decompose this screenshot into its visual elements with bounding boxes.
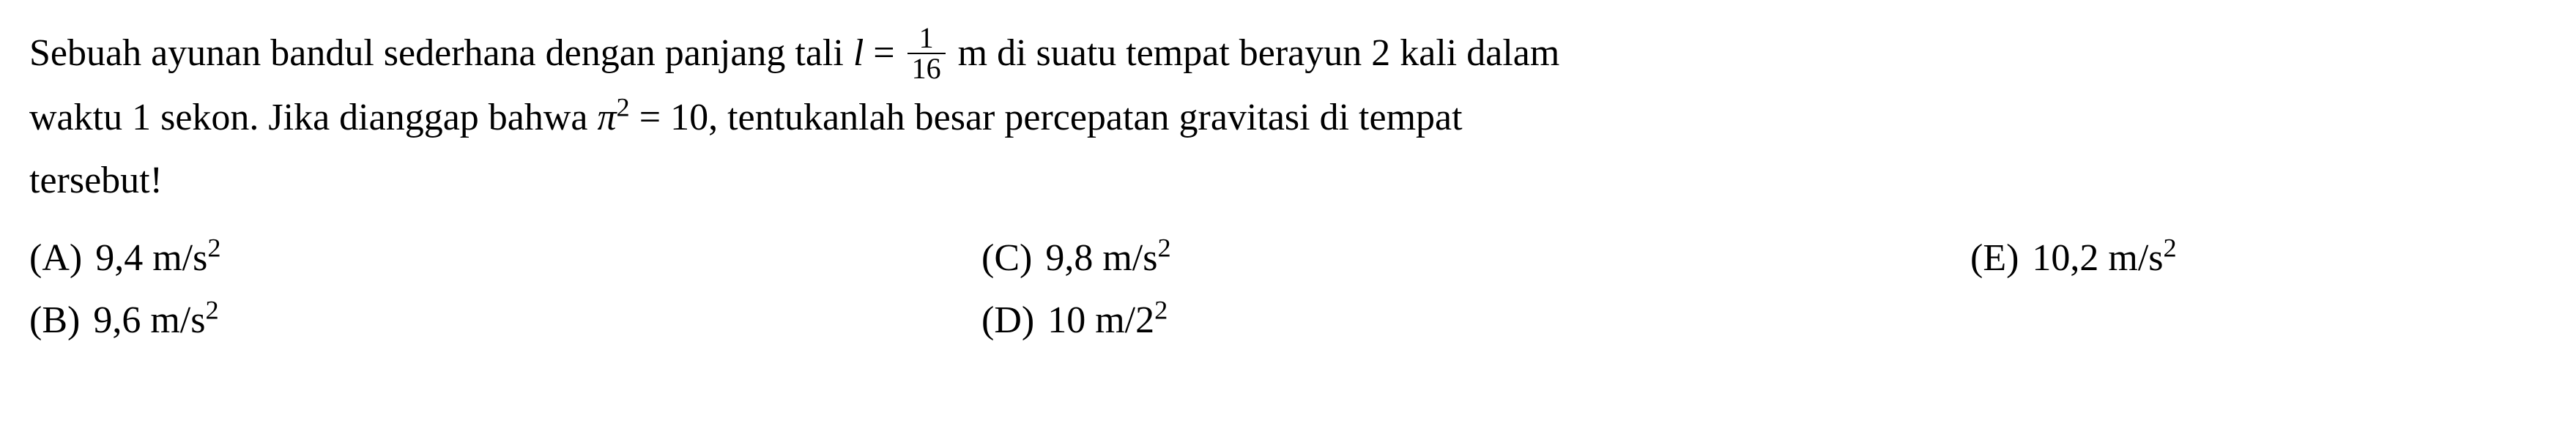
options-row-1: (A) 9,4 m/s2 (C) 9,8 m/s2 (E) 10,2 m/s2 — [29, 227, 2547, 290]
option-b-text: 9,6 m/s — [93, 299, 205, 341]
option-e: (E) 10,2 m/s2 — [1970, 227, 2547, 290]
text-part4: tersebut! — [29, 160, 163, 201]
fraction-numerator: 1 — [907, 23, 946, 54]
option-d: (D) 10 m/22 — [981, 289, 1970, 352]
fraction-denominator: 16 — [907, 54, 946, 83]
option-b-exp: 2 — [205, 296, 218, 325]
question-container: Sebuah ayunan bandul sederhana dengan pa… — [29, 22, 2547, 352]
question-line-3: tersebut! — [29, 149, 2547, 212]
option-d-label: (D) — [981, 289, 1034, 352]
pi-symbol: π — [597, 97, 616, 138]
option-empty — [1970, 289, 2547, 352]
pi-exponent: 2 — [617, 93, 630, 122]
question-line-1: Sebuah ayunan bandul sederhana dengan pa… — [29, 22, 2547, 86]
option-e-value: 10,2 m/s2 — [2032, 227, 2176, 290]
option-c-text: 9,8 m/s — [1045, 237, 1157, 279]
option-d-value: 10 m/22 — [1047, 289, 1168, 352]
variable-l: l — [853, 32, 864, 74]
option-a-label: (A) — [29, 227, 82, 290]
option-e-exp: 2 — [2164, 233, 2177, 262]
options-container: (A) 9,4 m/s2 (C) 9,8 m/s2 (E) 10,2 m/s2 … — [29, 227, 2547, 353]
option-c-label: (C) — [981, 227, 1032, 290]
text-part2: m di suatu tempat berayun 2 kali dalam — [949, 32, 1560, 74]
option-a: (A) 9,4 m/s2 — [29, 227, 981, 290]
option-d-text: 10 m/2 — [1047, 299, 1154, 341]
option-d-exp: 2 — [1154, 296, 1168, 325]
question-text: Sebuah ayunan bandul sederhana dengan pa… — [29, 22, 2547, 212]
options-row-2: (B) 9,6 m/s2 (D) 10 m/22 — [29, 289, 2547, 352]
option-a-text: 9,4 m/s — [95, 237, 207, 279]
equals-2: = 10, tentukanlah besar percepatan gravi… — [630, 97, 1463, 138]
option-c-exp: 2 — [1157, 233, 1170, 262]
option-c: (C) 9,8 m/s2 — [981, 227, 1970, 290]
text-part1: Sebuah ayunan bandul sederhana dengan pa… — [29, 32, 853, 74]
option-a-exp: 2 — [207, 233, 220, 262]
option-c-value: 9,8 m/s2 — [1045, 227, 1170, 290]
option-e-text: 10,2 m/s — [2032, 237, 2163, 279]
equals-1: = — [864, 32, 904, 74]
option-b-label: (B) — [29, 289, 80, 352]
fraction-1-16: 116 — [907, 23, 946, 83]
option-b: (B) 9,6 m/s2 — [29, 289, 981, 352]
text-part3: waktu 1 sekon. Jika dianggap bahwa — [29, 97, 597, 138]
option-e-label: (E) — [1970, 227, 2019, 290]
option-b-value: 9,6 m/s2 — [93, 289, 218, 352]
option-a-value: 9,4 m/s2 — [95, 227, 220, 290]
question-line-2: waktu 1 sekon. Jika dianggap bahwa π2 = … — [29, 86, 2547, 149]
